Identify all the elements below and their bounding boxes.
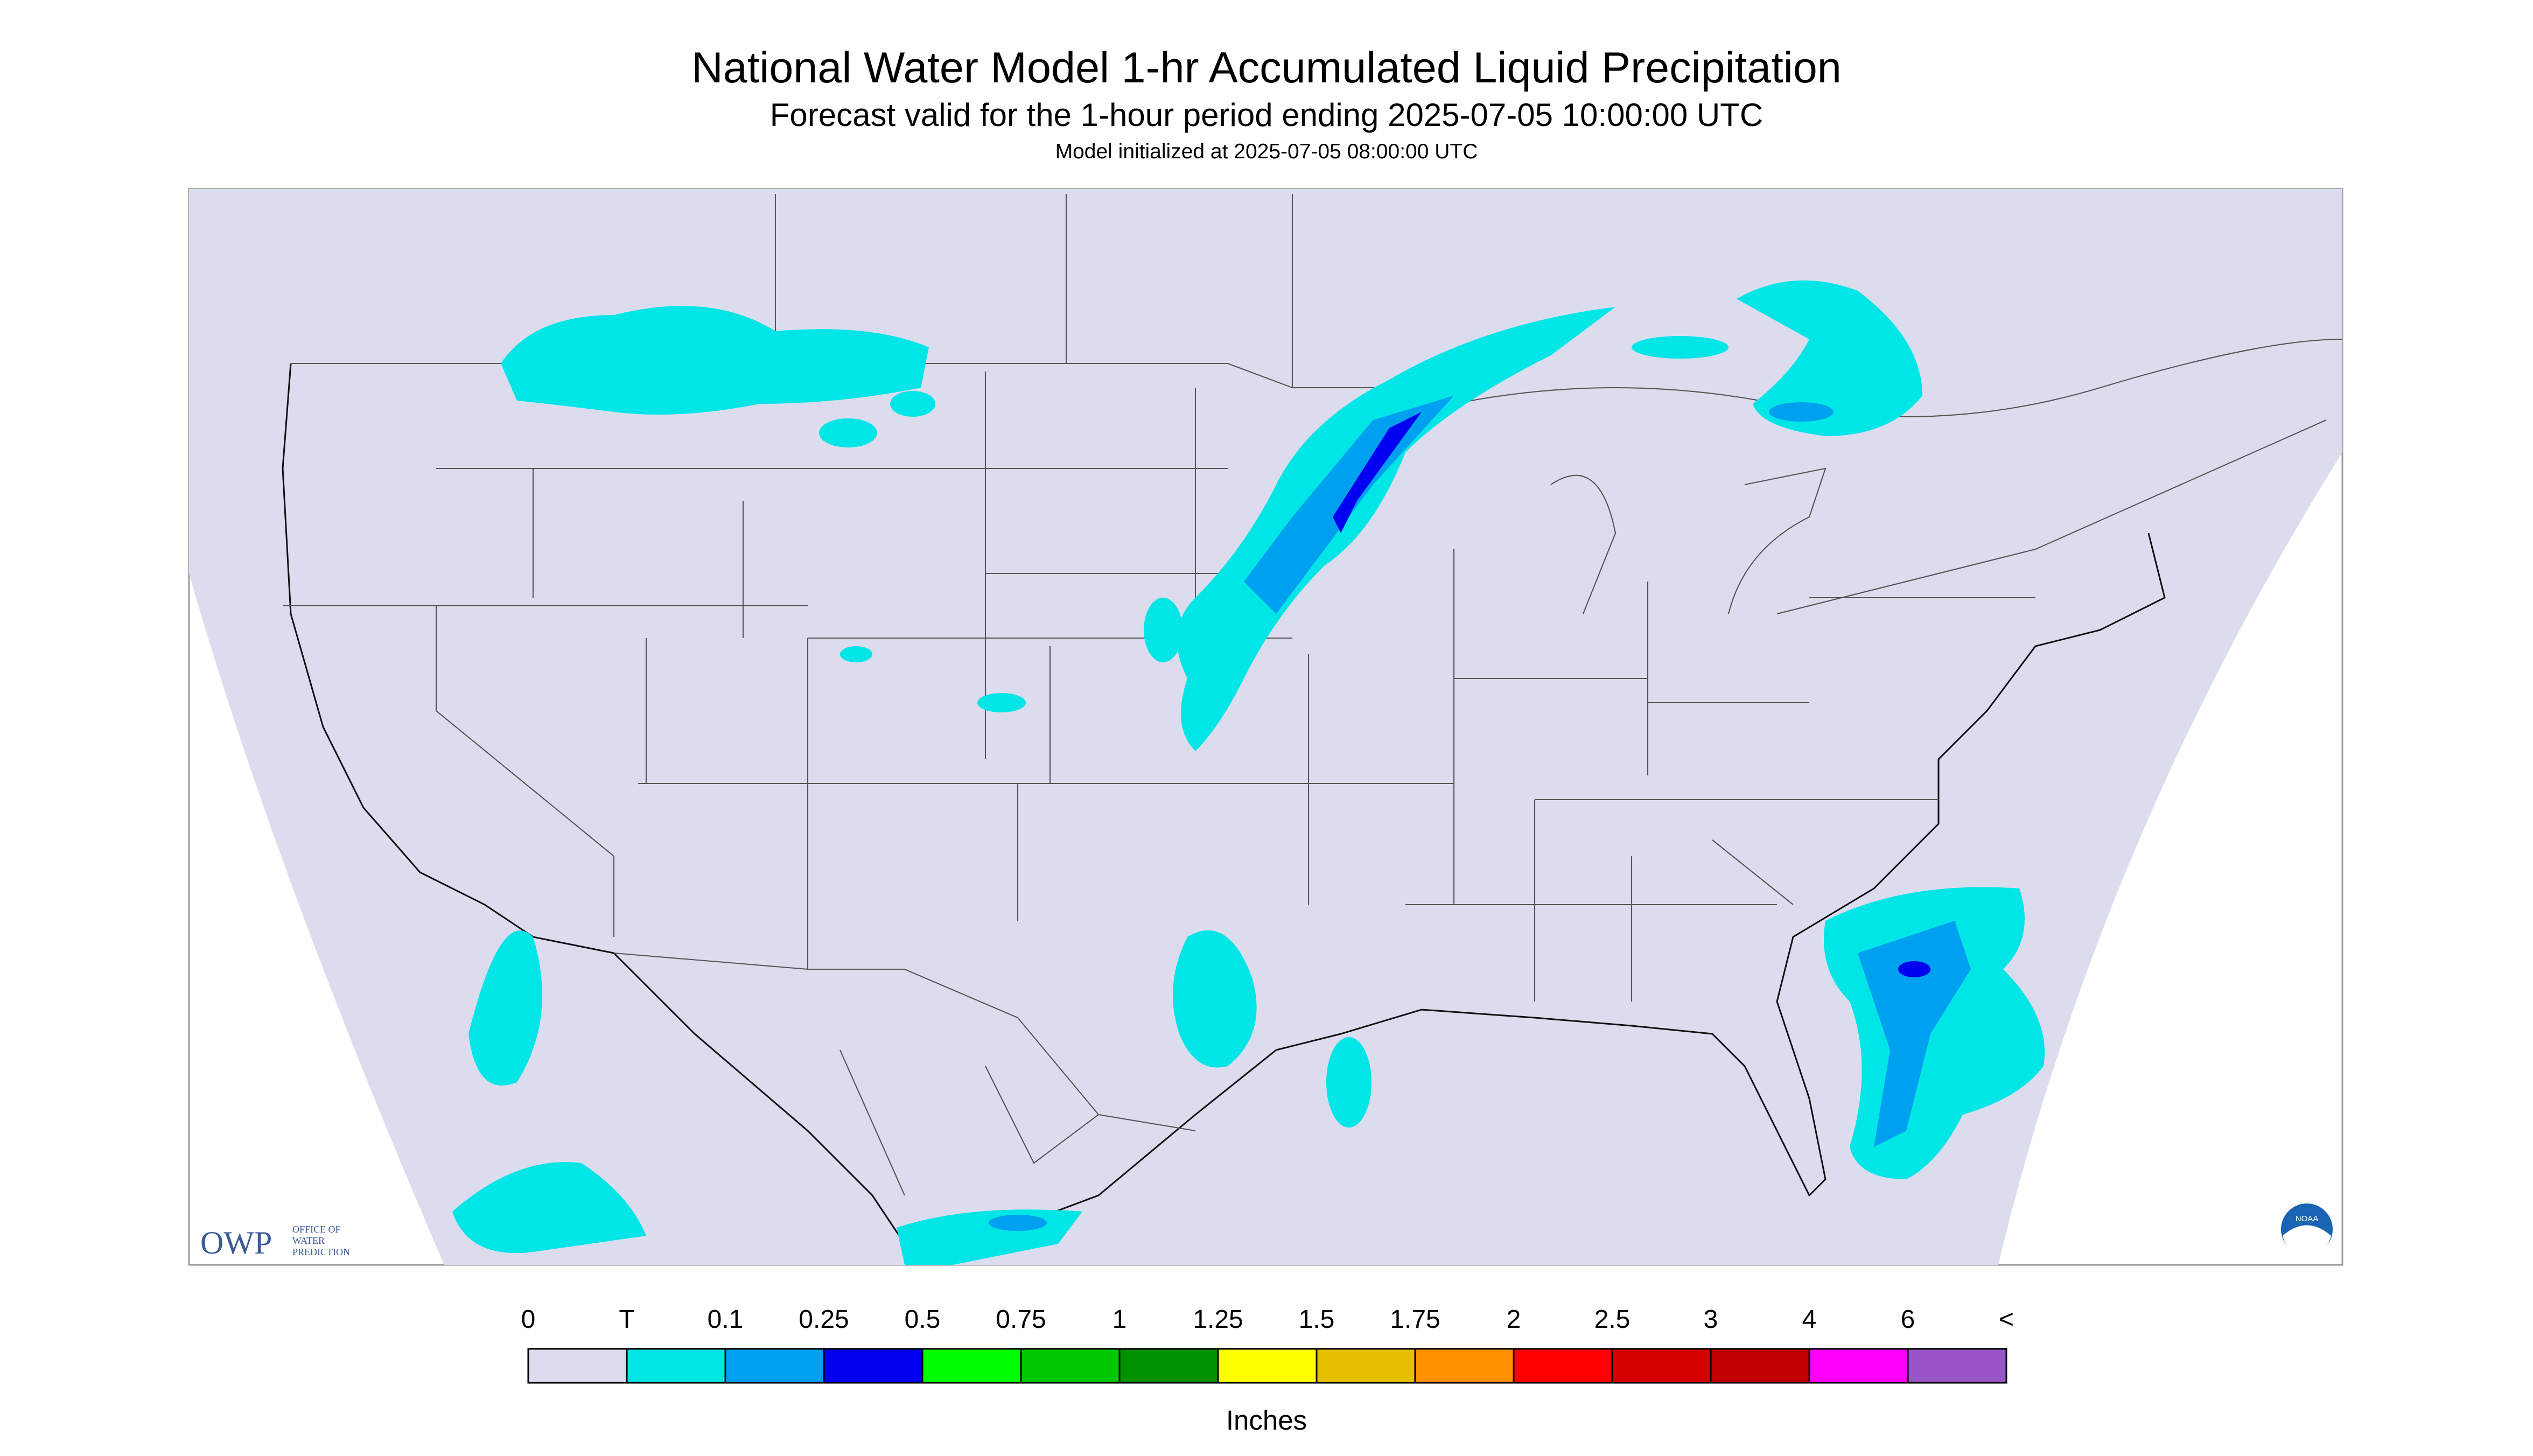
- title: National Water Model 1-hr Accumulated Li…: [691, 44, 1842, 92]
- legend-swatch: [626, 1348, 726, 1384]
- legend-label: 1.75: [1390, 1305, 1440, 1334]
- legend-swatch: [1414, 1348, 1515, 1384]
- legend-label: 6: [1901, 1305, 1915, 1334]
- legend-swatch: [823, 1348, 923, 1384]
- logo-line: WATER: [292, 1235, 325, 1246]
- legend-label: 1: [1112, 1305, 1127, 1334]
- legend-label: 3: [1704, 1305, 1718, 1334]
- legend-label: 0.25: [799, 1305, 849, 1334]
- logo-name: OWP: [200, 1225, 272, 1261]
- legend-swatch: [921, 1348, 1022, 1384]
- legend-swatch: [1907, 1348, 2007, 1384]
- legend-swatch: [1020, 1348, 1121, 1384]
- map: OWP OFFICE OF WATER PREDICTION NOAA: [188, 188, 2343, 1266]
- mexico-borders: [613, 952, 1196, 1196]
- init-time: Model initialized at 2025-07-05 08:00:00…: [1055, 140, 1478, 163]
- legend-swatch: [1217, 1348, 1318, 1384]
- legend-label: 4: [1802, 1305, 1817, 1334]
- logo-line: PREDICTION: [292, 1247, 350, 1257]
- legend-swatch: [1316, 1348, 1416, 1384]
- legend-label: 2.5: [1594, 1305, 1631, 1334]
- legend-label: 0.75: [996, 1305, 1046, 1334]
- subtitle: Forecast valid for the 1-hour period end…: [770, 97, 1763, 133]
- legend-swatch: [1513, 1348, 1613, 1384]
- model-domain: [189, 189, 2342, 1265]
- legend-label: 0.1: [708, 1305, 744, 1334]
- legend-swatch: [724, 1348, 825, 1384]
- state-borders: [283, 194, 2035, 1002]
- logo-line: OFFICE OF: [292, 1224, 341, 1235]
- legend-label: 2: [1507, 1305, 1521, 1334]
- legend-swatch: [527, 1348, 628, 1384]
- legend: 0 T 0.1 0.25 0.5 0.75 1 1.25 1.5 1.75 2 2.5 3 4 6 <: [521, 1305, 2014, 1384]
- coastline: [282, 363, 2166, 1245]
- legend-label: 0: [521, 1305, 536, 1334]
- noaa-wave: [2283, 1225, 2331, 1256]
- legend-label: 0.5: [905, 1305, 941, 1334]
- precipitation: [452, 280, 2045, 1265]
- legend-swatch: [1118, 1348, 1219, 1384]
- legend-label: 1.5: [1299, 1305, 1335, 1334]
- legend-swatch: [1710, 1348, 1810, 1384]
- legend-swatch: [1611, 1348, 1712, 1384]
- legend-label: <: [1999, 1305, 2014, 1334]
- legend-label: T: [619, 1305, 634, 1334]
- legend-label: 1.25: [1193, 1305, 1243, 1334]
- legend-unit: Inches: [1226, 1405, 1307, 1436]
- great-lakes: [1453, 338, 2343, 615]
- noaa-text: NOAA: [2296, 1214, 2319, 1223]
- legend-swatch: [1808, 1348, 1909, 1384]
